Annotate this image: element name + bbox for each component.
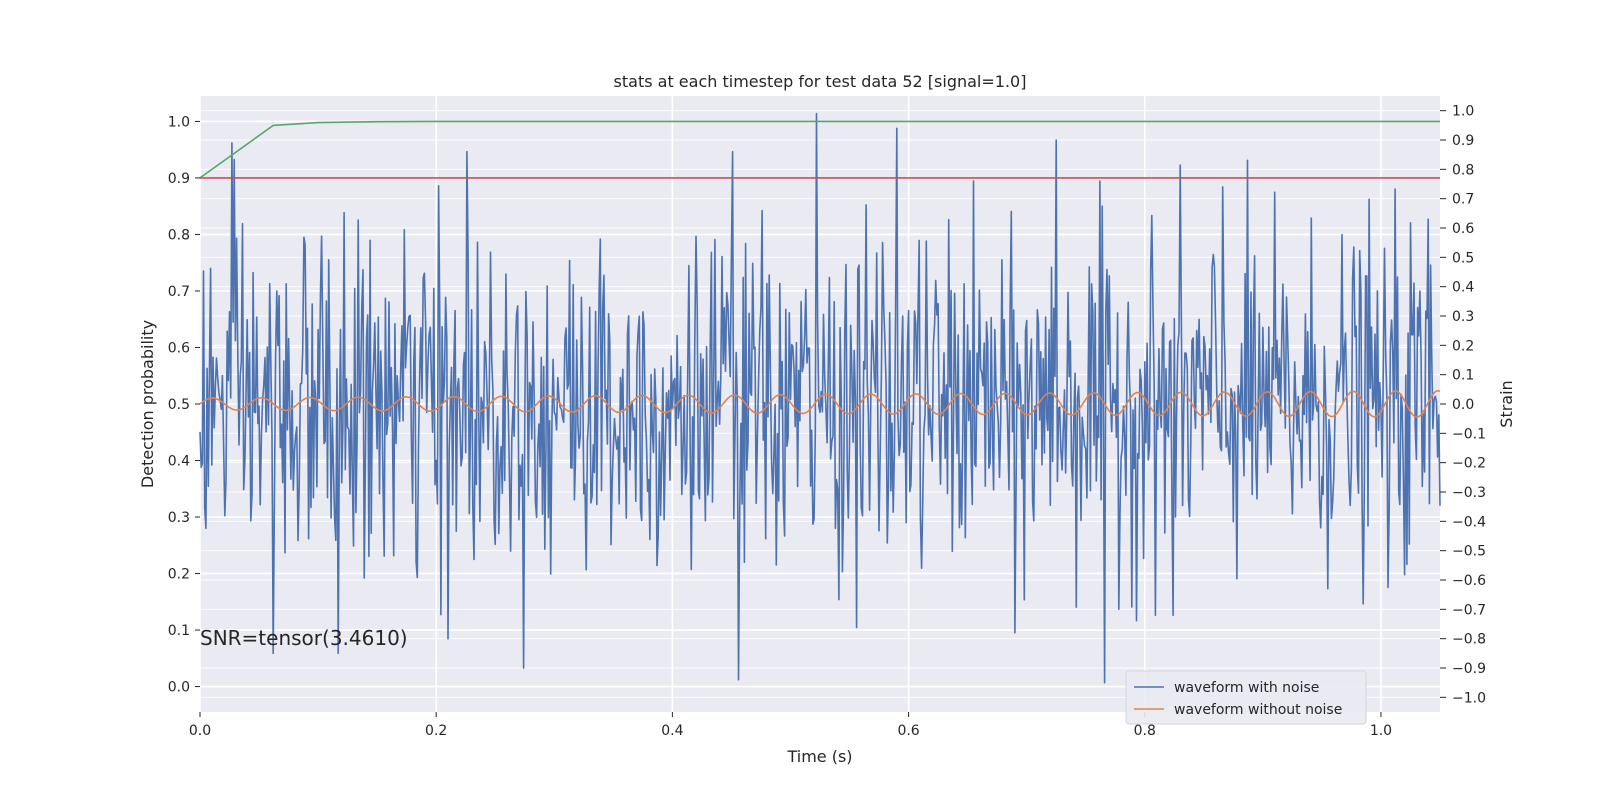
y2-tick-label: 0.1 (1452, 368, 1474, 384)
series-line-waveform-with-noise (199, 112, 1441, 684)
y-tick-label: 0.1 (168, 623, 190, 639)
y2-axis-label: Strain (1497, 380, 1516, 427)
y-tick-label: 0.8 (168, 227, 190, 243)
y2-tick-label: 0.0 (1452, 397, 1474, 413)
series-line-waveform-without-noise (199, 389, 1441, 418)
y2-tick-label: −0.3 (1452, 485, 1486, 501)
y2-tick-label: −0.4 (1452, 514, 1486, 530)
axes-layer: 0.0 0.2 0.4 0.6 0.8 1.0 0.0 0.1 0.2 0.3 0.4 0.5 0.6 0… (168, 104, 1486, 739)
y2-tick-label: −0.5 (1452, 544, 1486, 560)
x-tick-label: 0.0 (189, 723, 211, 739)
x-tick-label: 0.8 (1134, 723, 1156, 739)
y-tick-label: 0.7 (168, 284, 190, 300)
x-tick-label: 0.4 (661, 723, 683, 739)
y2-tick-label: −0.9 (1452, 661, 1486, 677)
y2-tick-label: −1.0 (1452, 690, 1486, 706)
y2-tick-label: 0.2 (1452, 338, 1474, 354)
x-axis-label: Time (s) (786, 747, 852, 766)
x-tick-label: 0.6 (897, 723, 919, 739)
y-tick-label: 0.2 (168, 567, 190, 583)
y-tick-label: 0.5 (168, 397, 190, 413)
legend-label-noisy: waveform with noise (1174, 680, 1319, 696)
chart-title: stats at each timestep for test data 52 … (614, 72, 1027, 91)
y2-tick-label: −0.6 (1452, 573, 1486, 589)
y2-tick-label: 0.6 (1452, 221, 1474, 237)
y2-tick-label: −0.2 (1452, 456, 1486, 472)
legend-label-clean: waveform without noise (1174, 702, 1342, 718)
y2-tick-label: −0.8 (1452, 632, 1486, 648)
y2-tick-label: 0.9 (1452, 133, 1474, 149)
series-layer (199, 112, 1441, 684)
y2-tick-label: 0.8 (1452, 162, 1474, 178)
x-tick-label: 0.2 (425, 723, 447, 739)
y-tick-label: 0.6 (168, 340, 190, 356)
y2-tick-label: 0.7 (1452, 192, 1474, 208)
legend: waveform with noise waveform without noi… (1125, 670, 1367, 725)
y-tick-label: 0.9 (168, 171, 190, 187)
snr-annotation: SNR=tensor(3.4610) (200, 626, 408, 650)
y2-tick-label: −0.7 (1452, 602, 1486, 618)
y-tick-label: 1.0 (168, 114, 190, 130)
y-tick-label: 0.4 (168, 454, 190, 470)
y2-tick-label: 0.4 (1452, 280, 1474, 296)
y-axis-label: Detection probability (138, 320, 157, 488)
series-line-detection-probability (199, 120, 1440, 179)
y2-tick-label: −0.1 (1452, 426, 1486, 442)
legend-box (1125, 670, 1367, 725)
x-tick-label: 1.0 (1370, 723, 1392, 739)
y-tick-label: 0.0 (168, 680, 190, 696)
y2-tick-label: 0.5 (1452, 250, 1474, 266)
y2-tick-label: 0.3 (1452, 309, 1474, 325)
y2-tick-label: 1.0 (1452, 104, 1474, 120)
y-tick-label: 0.3 (168, 510, 190, 526)
